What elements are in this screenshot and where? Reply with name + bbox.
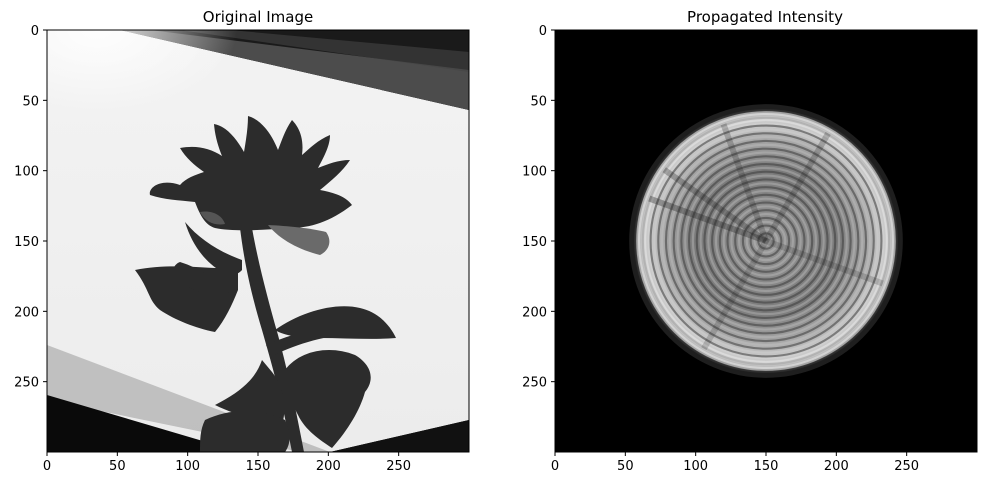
intensity-fringe xyxy=(672,147,860,335)
original-image-y-tick-label: 250 xyxy=(14,376,39,391)
intensity-streak xyxy=(701,239,769,351)
propagated-intensity-y-tick-label: 150 xyxy=(522,235,547,250)
propagated-intensity-panel: Propagated Intensity 0 50 100 150 200 250 0 50 1… xyxy=(522,8,978,474)
propagated-intensity-y-tick-label: 200 xyxy=(522,305,547,320)
intensity-fringe xyxy=(653,128,879,354)
original-image-panel: Original Image xyxy=(14,8,470,474)
original-image-y-tick-label: 150 xyxy=(14,235,39,250)
intensity-streak xyxy=(720,123,769,243)
intensity-fringe xyxy=(730,205,802,277)
intensity-fringe xyxy=(680,155,852,327)
intensity-fringe xyxy=(634,109,898,373)
intensity-fringe xyxy=(745,220,787,262)
original-image-x-tick-label: 200 xyxy=(316,459,341,474)
intensity-fringe xyxy=(738,213,794,269)
intensity-fringe xyxy=(753,228,779,254)
propagated-intensity-x-tick-label: 50 xyxy=(617,459,634,474)
propagated-intensity-image xyxy=(555,30,977,452)
intensity-fringe xyxy=(741,216,791,266)
propagated-intensity-title: Propagated Intensity xyxy=(687,8,843,26)
propagated-intensity-x-tick-label: 250 xyxy=(894,459,919,474)
propagated-intensity-axes: 0 50 100 150 200 250 0 50 100 150 200 250 xyxy=(522,24,919,474)
intensity-streak xyxy=(764,238,884,287)
propagated-intensity-x-tick-label: 150 xyxy=(754,459,779,474)
intensity-fringe xyxy=(676,151,856,331)
original-image-y-tick-label: 100 xyxy=(14,165,39,180)
intensity-rim xyxy=(636,111,896,371)
propagated-intensity-x-tick-label: 0 xyxy=(551,459,559,474)
original-image-x-tick-label: 50 xyxy=(109,459,126,474)
intensity-fringe xyxy=(699,174,833,308)
original-image-x-tick-label: 250 xyxy=(386,459,411,474)
intensity-fringe xyxy=(711,186,821,296)
original-image-x-tick-label: 150 xyxy=(246,459,271,474)
intensity-fringe xyxy=(691,166,841,316)
propagated-intensity-y-tick-label: 100 xyxy=(522,165,547,180)
intensity-fringe xyxy=(707,182,825,300)
propagated-intensity-y-tick-label: 0 xyxy=(539,24,547,39)
intensity-fringe xyxy=(649,124,883,358)
intensity-streak xyxy=(648,195,768,244)
intensity-fringe xyxy=(761,236,771,246)
intensity-fringe xyxy=(718,193,814,289)
intensity-fringe xyxy=(657,132,875,350)
original-image-y-tick-label: 200 xyxy=(14,305,39,320)
intensity-fringe xyxy=(668,143,864,339)
intensity-fringe xyxy=(722,197,810,285)
intensity-fringe xyxy=(714,189,818,293)
intensity-fringe xyxy=(726,201,806,281)
original-image-y-tick-label: 0 xyxy=(31,24,39,39)
original-image xyxy=(47,30,469,452)
intensity-fringe xyxy=(661,136,871,346)
original-image-x-tick-label: 100 xyxy=(175,459,200,474)
original-image-y-tick-label: 50 xyxy=(22,94,39,109)
intensity-fringe xyxy=(645,120,887,362)
intensity-fringe xyxy=(684,159,848,323)
intensity-streak xyxy=(763,131,831,243)
intensity-fringe xyxy=(734,209,798,273)
intensity-fringe xyxy=(703,178,829,304)
original-image-axes: 0 50 100 150 200 250 0 50 100 150 200 250 xyxy=(14,24,411,474)
intensity-fringe xyxy=(664,139,868,343)
original-image-x-tick-label: 0 xyxy=(43,459,51,474)
intensity-fringe xyxy=(687,162,845,320)
intensity-fringe xyxy=(757,232,775,250)
intensity-streak xyxy=(662,167,768,244)
intensity-fringe xyxy=(695,170,837,312)
propagated-intensity-y-tick-label: 50 xyxy=(530,94,547,109)
propagated-intensity-y-tick-label: 250 xyxy=(522,376,547,391)
propagated-intensity-x-tick-label: 100 xyxy=(683,459,708,474)
intensity-fringe xyxy=(749,224,783,258)
original-image-title: Original Image xyxy=(203,8,313,26)
propagated-intensity-x-tick-label: 200 xyxy=(824,459,849,474)
